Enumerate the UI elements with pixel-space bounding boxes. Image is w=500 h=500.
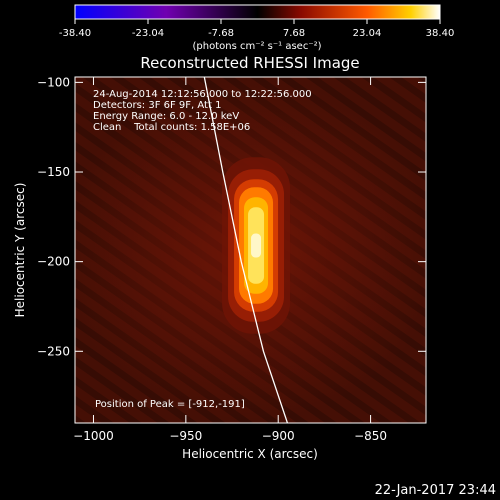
annotation-detectors: Detectors: 3F 6F 9F, Att 1: [93, 100, 221, 111]
colorbar-tick-label: 23.04: [353, 28, 382, 39]
y-axis-label: Heliocentric Y (arcsec): [13, 183, 27, 318]
annotation-energy: Energy Range: 6.0 - 12.0 keV: [93, 111, 239, 122]
annotation-clean: Clean Total counts: 1.58E+06: [93, 122, 250, 133]
chart-title: Reconstructed RHESSI Image: [140, 54, 359, 72]
colorbar-tick-label: 38.40: [426, 28, 455, 39]
x-tick-label: −950: [169, 429, 202, 443]
plot-frame: [74, 76, 427, 424]
image-area: [75, 77, 426, 423]
y-tick-label: −150: [37, 165, 70, 179]
x-axis-ticks: −1000 −950 −900 −850: [73, 77, 387, 443]
colorbar: [74, 4, 441, 20]
peak-position-label: Position of Peak = [-912,-191]: [95, 399, 245, 410]
x-tick-label: −850: [354, 429, 387, 443]
colorbar-tick-label: 7.68: [283, 28, 305, 39]
footer-timestamp: 22-Jan-2017 23:44: [375, 483, 496, 498]
colorbar-tick-label: -23.04: [132, 28, 164, 39]
info-annotations: 24-Aug-2014 12:12:56.000 to 12:22:56.000…: [93, 89, 312, 133]
x-axis-label: Heliocentric X (arcsec): [182, 447, 318, 461]
y-tick-label: −250: [37, 344, 70, 358]
hxr-source: [222, 157, 291, 334]
colorbar-tick-label: -7.68: [208, 28, 234, 39]
annotation-time: 24-Aug-2014 12:12:56.000 to 12:22:56.000: [93, 89, 312, 100]
y-axis-ticks: −100 −150 −200 −250: [37, 75, 426, 358]
hxr-source-contour: [251, 233, 262, 258]
y-tick-label: −200: [37, 255, 70, 269]
colorbar-unit-label: (photons cm⁻² s⁻¹ asec⁻²): [192, 41, 321, 52]
x-tick-label: −1000: [73, 429, 114, 443]
colorbar-ticks: -38.40 -23.04 -7.68 7.68 23.04 38.40: [59, 19, 454, 39]
colorbar-tick-label: -38.40: [59, 28, 91, 39]
y-tick-label: −100: [37, 75, 70, 89]
x-tick-label: −900: [262, 429, 295, 443]
solar-limb-curve: [203, 77, 289, 423]
